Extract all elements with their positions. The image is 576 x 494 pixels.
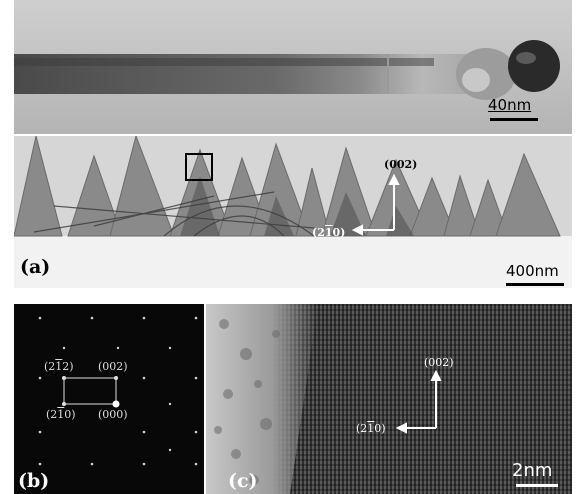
- spot-label-000: (000): [98, 408, 128, 421]
- selection-box: [185, 153, 213, 181]
- scale-bar-label-40nm: 40nm: [488, 96, 532, 114]
- scale-bar-2nm: [516, 484, 558, 487]
- panel-b-label: (b): [18, 470, 50, 492]
- panel-b-diffraction-pattern: (212) (002) (210) (000) (b): [14, 304, 204, 494]
- orientation-arrows: [351, 173, 400, 236]
- scale-bar-400nm: [506, 283, 564, 286]
- unit-cell-rectangle: [63, 377, 117, 405]
- nanowire-micrograph: [14, 0, 572, 134]
- panel-a-label: (a): [20, 256, 51, 278]
- scale-bar-label-400nm: 400nm: [506, 262, 559, 280]
- central-spot: [112, 400, 120, 408]
- orientation-arrows-c: [395, 369, 442, 434]
- spot-label-002: (002): [98, 360, 128, 373]
- scale-bar-40nm: [490, 118, 538, 121]
- panel-c-axis-002: (002): [424, 356, 454, 369]
- panel-a-cone-array-image: (002) (210) (a) 400nm: [14, 136, 572, 288]
- scale-bar-label-2nm: 2nm: [512, 460, 553, 481]
- spot-label-210: (210): [46, 408, 76, 421]
- panel-a-axis-002: (002): [384, 158, 418, 171]
- cone-array-micrograph: [14, 136, 572, 288]
- spot-label-212: (212): [44, 360, 74, 373]
- diffraction-spots: [14, 304, 204, 494]
- panel-c-axis-210: (210): [356, 422, 386, 435]
- panel-c-hrtem-image: (002) (210) (c) 2nm: [206, 304, 572, 494]
- lattice-fringes: [206, 304, 572, 494]
- panel-a-top-nanowire-image: 40nm: [14, 0, 572, 134]
- panel-c-label: (c): [228, 470, 258, 492]
- panel-a-axis-210: (210): [312, 226, 346, 239]
